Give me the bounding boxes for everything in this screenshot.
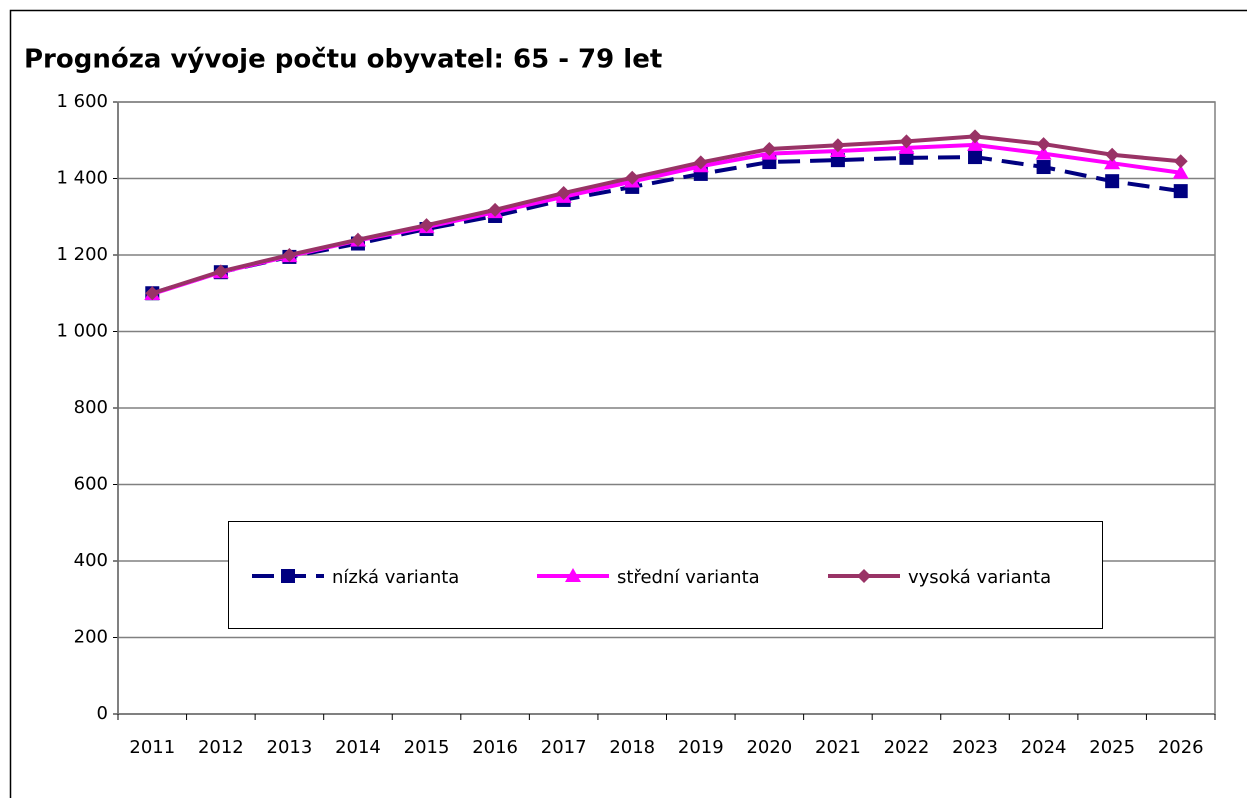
marker (565, 568, 581, 582)
marker (968, 150, 983, 165)
x-tick-label: 2018 (609, 737, 655, 758)
x-tick-label: 2011 (129, 737, 175, 758)
marker (1173, 184, 1188, 199)
marker (1035, 145, 1052, 160)
marker (213, 264, 228, 279)
x-tick-label: 2020 (746, 737, 792, 758)
y-tick-label: 1 600 (56, 91, 108, 112)
legend-label: vysoká varianta (908, 567, 1051, 588)
y-tick-label: 1 000 (56, 321, 108, 342)
marker (830, 138, 845, 153)
legend-label: střední varianta (617, 567, 760, 588)
marker (1036, 137, 1051, 152)
x-tick-label: 2016 (472, 737, 518, 758)
marker (762, 142, 777, 157)
x-tick-label: 2019 (678, 737, 724, 758)
marker (1173, 154, 1188, 169)
line (151, 134, 1181, 296)
marker (419, 218, 434, 233)
y-tick-label: 1 200 (56, 244, 108, 265)
x-tick-label: 2012 (198, 737, 244, 758)
y-tick-label: 1 400 (56, 168, 108, 189)
marker (488, 202, 503, 217)
y-tick-label: 400 (74, 550, 108, 571)
marker (282, 248, 297, 262)
x-tick-label: 2026 (1158, 737, 1204, 758)
x-tick-label: 2023 (952, 737, 998, 758)
chart-title: Prognóza vývoje počtu obyvatel: 65 - 79 … (24, 45, 662, 75)
marker (350, 232, 365, 247)
x-tick-label: 2021 (815, 737, 861, 758)
x-tick-label: 2024 (1021, 737, 1067, 758)
x-tick-label: 2017 (541, 737, 587, 758)
marker (967, 136, 984, 151)
marker (1172, 164, 1189, 179)
y-tick-label: 600 (74, 474, 108, 495)
x-tick-label: 2022 (884, 737, 930, 758)
marker (899, 150, 914, 165)
x-tick-label: 2014 (335, 737, 381, 758)
legend-box (228, 521, 1103, 629)
marker (625, 170, 640, 185)
y-tick-label: 0 (97, 703, 108, 724)
marker (857, 569, 871, 583)
x-tick-label: 2015 (404, 737, 450, 758)
y-tick-label: 200 (74, 627, 108, 648)
legend-label: nízká varianta (332, 567, 459, 588)
marker (1105, 147, 1120, 162)
marker (281, 569, 295, 583)
marker (968, 129, 983, 144)
marker (899, 134, 914, 149)
marker (1105, 174, 1120, 189)
marker (145, 286, 160, 301)
marker (1036, 160, 1051, 175)
x-tick-label: 2013 (267, 737, 313, 758)
marker (1104, 155, 1121, 170)
marker (556, 186, 571, 201)
chart-frame (9, 9, 1247, 798)
marker (693, 155, 708, 170)
x-tick-label: 2025 (1089, 737, 1135, 758)
y-tick-label: 800 (74, 397, 108, 418)
